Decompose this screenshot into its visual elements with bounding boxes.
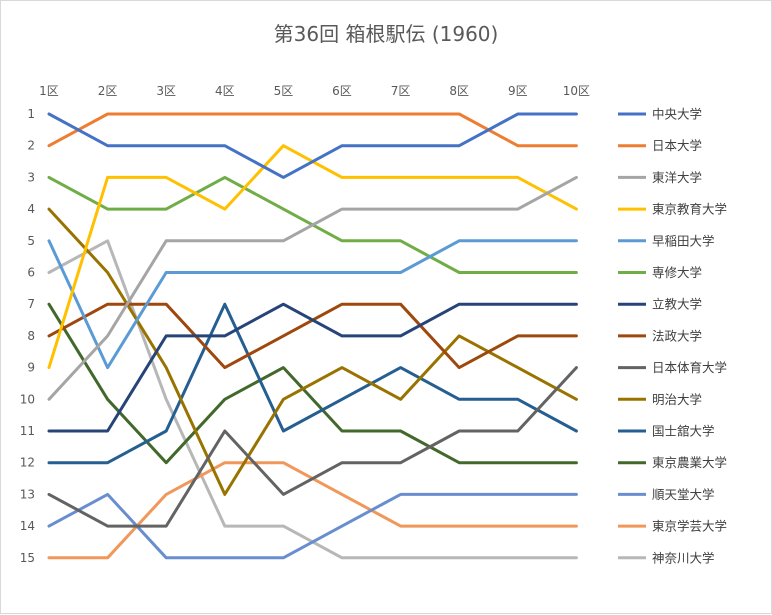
legend-label: 立教大学: [652, 297, 702, 312]
chart-title: 第36回 箱根駅伝 (1960): [274, 22, 499, 46]
x-tick-label: 7区: [391, 84, 411, 98]
y-tick-label: 13: [20, 487, 35, 501]
y-tick-label: 3: [27, 170, 35, 184]
x-tick-label: 5区: [274, 84, 294, 98]
x-tick-label: 8区: [449, 84, 469, 98]
y-tick-label: 4: [27, 202, 35, 216]
x-tick-label: 6区: [332, 84, 352, 98]
x-tick-label: 9区: [508, 84, 528, 98]
series-line: [47, 175, 578, 401]
series-line: [47, 366, 578, 528]
legend-label: 東洋大学: [652, 170, 702, 185]
legend-label: 明治大学: [652, 392, 702, 407]
x-tick-label: 1区: [39, 84, 59, 98]
x-tick-label: 10区: [563, 84, 590, 98]
legend-label: 日本大学: [652, 138, 702, 153]
x-tick-label: 2区: [98, 84, 118, 98]
y-tick-label: 6: [27, 266, 35, 280]
series-line: [47, 112, 578, 179]
y-tick-label: 1: [27, 107, 35, 121]
legend-label: 中央大学: [652, 107, 702, 122]
legend-label: 神奈川大学: [652, 550, 715, 565]
legend-label: 国士舘大学: [652, 424, 715, 439]
y-tick-label: 5: [27, 234, 35, 248]
y-tick-label: 11: [20, 424, 35, 438]
legend-label: 東京農業大学: [652, 455, 727, 470]
legend: 中央大学日本大学東洋大学東京教育大学早稲田大学専修大学立教大学法政大学日本体育大…: [618, 107, 727, 565]
legend-label: 順天堂大学: [652, 487, 715, 502]
x-tick-label: 3区: [156, 84, 176, 98]
legend-label: 日本体育大学: [652, 360, 727, 375]
legend-label: 東京学芸大学: [652, 519, 727, 534]
y-tick-label: 14: [20, 519, 35, 533]
y-tick-label: 15: [20, 551, 35, 565]
y-tick-label: 2: [27, 139, 35, 153]
y-tick-label: 10: [20, 392, 35, 406]
y-tick-label: 7: [27, 297, 35, 311]
y-tick-label: 8: [27, 329, 35, 343]
y-tick-label: 12: [20, 456, 35, 470]
series-line: [47, 302, 578, 465]
x-axis-tick-labels: 1区 2区 3区 4区 5区 6区 7区 8区 9区 10区: [39, 84, 590, 98]
legend-label: 法政大学: [652, 328, 702, 343]
legend-label: 東京教育大学: [652, 202, 727, 217]
series-lines: [47, 112, 578, 560]
legend-label: 専修大学: [652, 265, 702, 280]
series-line: [47, 302, 578, 433]
y-tick-label: 9: [27, 361, 35, 375]
series-line: [47, 302, 578, 465]
series-line: [47, 112, 578, 148]
series-line: [47, 239, 578, 370]
legend-label: 早稲田大学: [652, 233, 715, 248]
x-tick-label: 4区: [215, 84, 235, 98]
